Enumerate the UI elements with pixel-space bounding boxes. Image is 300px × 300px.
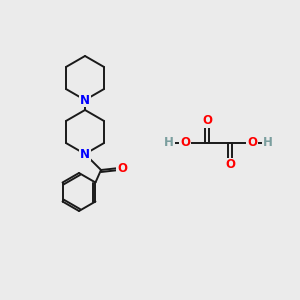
- Text: O: O: [202, 115, 212, 128]
- Text: H: H: [263, 136, 273, 149]
- Text: O: O: [225, 158, 235, 172]
- Text: H: H: [164, 136, 174, 149]
- Text: N: N: [80, 148, 90, 160]
- Text: O: O: [180, 136, 190, 149]
- Text: O: O: [117, 161, 127, 175]
- Text: N: N: [80, 94, 90, 106]
- Text: O: O: [247, 136, 257, 149]
